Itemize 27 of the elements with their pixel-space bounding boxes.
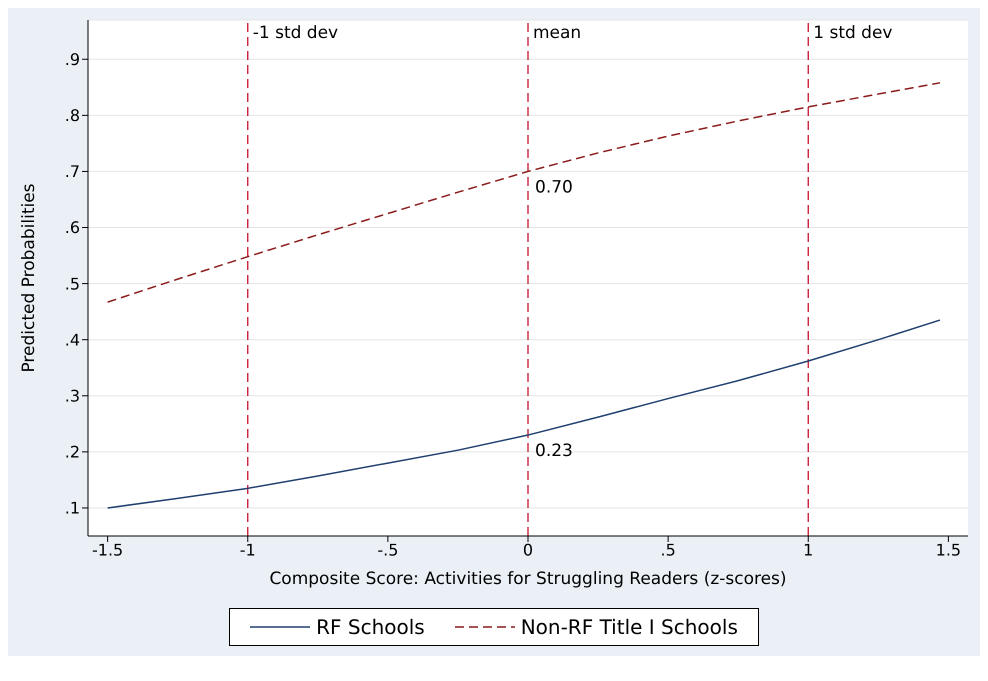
annotation: 0.23 [535, 441, 573, 462]
legend-label: Non-RF Title I Schools [520, 615, 738, 639]
y-tick-label: .8 [64, 106, 80, 126]
y-tick-label: .5 [64, 274, 80, 294]
y-tick-label: .1 [64, 498, 80, 518]
x-tick-label: -1.5 [92, 540, 124, 560]
x-tick-label: 0 [522, 540, 534, 560]
y-tick-label: .6 [64, 218, 80, 238]
legend-label: RF Schools [316, 615, 425, 639]
line-series [106, 319, 941, 509]
x-axis-title: Composite Score: Activities for Struggling Readers (z-scores) [269, 569, 787, 589]
y-tick-label: .3 [64, 386, 80, 406]
line-series [106, 82, 941, 303]
x-tick-label: -1 [240, 540, 256, 560]
x-tick-label: 1.5 [936, 540, 962, 560]
y-tick-label: .4 [64, 330, 80, 350]
ref-line-label: 1 std dev [813, 23, 893, 43]
ref-line-label: -1 std dev [252, 23, 338, 43]
y-tick-label: .2 [64, 442, 80, 462]
y-tick-label: .9 [64, 50, 80, 69]
annotation: 0.70 [535, 177, 573, 198]
x-tick-label: .5 [660, 540, 676, 560]
ref-line-label: mean [533, 23, 582, 43]
y-axis-title: Predicted Probabilities [19, 183, 40, 373]
x-tick-label: 1 [803, 540, 814, 560]
y-tick-label: .7 [64, 162, 80, 182]
x-tick-label: -.5 [377, 540, 398, 560]
